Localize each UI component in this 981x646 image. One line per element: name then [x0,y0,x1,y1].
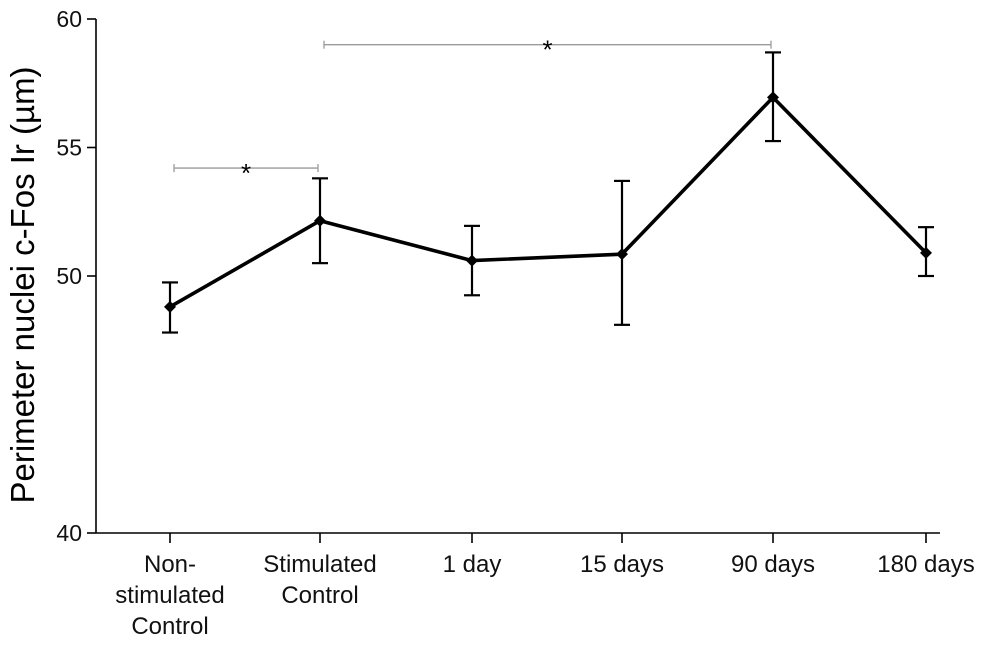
x-tick-label: 1 day [443,551,502,578]
y-tick-label: 50 [56,263,82,289]
data-point [164,300,176,313]
data-point [314,214,326,227]
x-tick-label: 180 days [877,551,974,578]
data-point [466,254,478,267]
y-tick-label: 55 [56,135,82,161]
y-axis-label: Perimeter nuclei c-Fos Ir (µm) [4,66,41,503]
y-tick-label: 40 [56,520,82,546]
y-tick-label: 60 [56,6,82,32]
series-line [169,95,928,309]
data-point [616,248,628,261]
data-point [920,246,932,259]
x-tick-label: Stimulated Control [263,551,376,609]
x-tick-label: 15 days [580,551,664,578]
significance-star: * [542,35,552,65]
x-tick-label: Non-stimulated Control [115,551,224,640]
data-point [767,91,779,104]
x-tick-label: 90 days [731,551,815,578]
significance-star: * [241,158,251,188]
